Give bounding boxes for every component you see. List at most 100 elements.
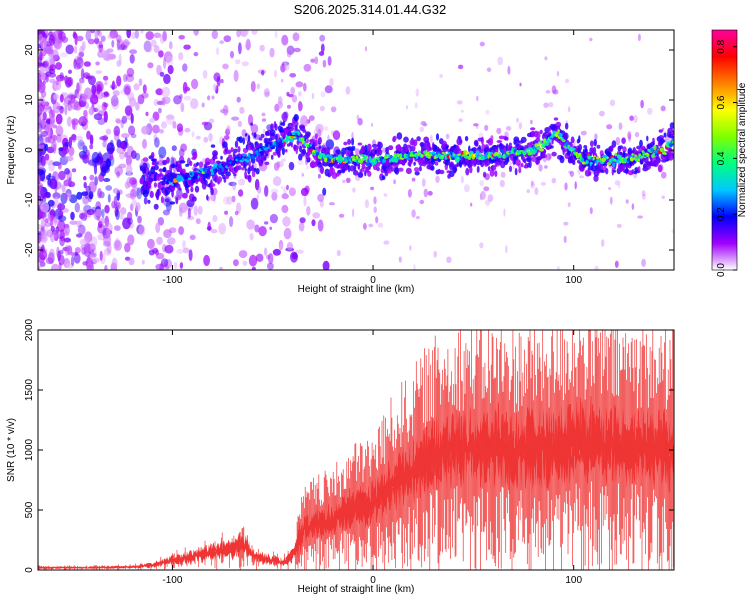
spectrogram-cell [397, 144, 401, 152]
spectrogram-cell [59, 94, 64, 103]
spectrogram-cell [318, 51, 325, 56]
spectrogram-cell [270, 188, 279, 194]
spectrogram-cell [596, 144, 601, 149]
spectrogram-cell [176, 123, 183, 132]
spectrogram-cell [142, 138, 147, 149]
spectrogram-cell [251, 266, 256, 270]
spectrogram-cell [68, 136, 73, 149]
spectrogram-cell [238, 178, 246, 186]
spectrogram-cell [190, 98, 199, 110]
spectrogram-cell [137, 215, 142, 224]
spectrogram-cell [620, 165, 624, 172]
spectrogram-cell [329, 154, 333, 160]
spectrogram-cell [368, 223, 374, 228]
spectrogram-cell [347, 138, 352, 145]
spectrogram-cell [274, 133, 278, 141]
spectrogram-cell [539, 129, 543, 135]
spectrogram-cell [65, 79, 72, 88]
spectrogram-cell [176, 248, 184, 254]
spectrogram-cell [411, 209, 416, 218]
spectrogram-cell [556, 125, 560, 130]
spectrogram-cell [38, 184, 43, 191]
spectrogram-cell [263, 88, 270, 98]
spectrogram-cell [292, 32, 300, 42]
spectrogram-cell [45, 257, 54, 265]
spectrogram-cell [589, 140, 594, 147]
spectrogram-cell [110, 95, 119, 107]
spectrogram-cell [427, 190, 433, 196]
spectrogram-cell [72, 119, 76, 130]
spectrogram-cell [329, 77, 334, 87]
spectrogram-cell [301, 172, 304, 178]
spectrogram-cell [189, 160, 193, 166]
spectrogram-cell [182, 247, 190, 254]
spectrogram-cell [516, 117, 519, 123]
spectrogram-cell [197, 175, 200, 179]
spectrogram-cell [193, 52, 199, 57]
spectrogram-cell [335, 149, 341, 155]
spectrogram-cell [390, 166, 394, 172]
spectrogram-cell [258, 186, 261, 193]
spectrogram-cell [162, 159, 168, 166]
spectrogram-cell [213, 194, 216, 203]
spectrogram-cell [627, 147, 633, 156]
spectrogram-cell [238, 136, 243, 144]
spectrogram-x-label: Height of straight line (km) [298, 284, 415, 295]
spectrogram-y-tick-label: -20 [24, 242, 35, 257]
spectrogram-cell [270, 123, 274, 131]
spectrogram-cell [40, 218, 47, 229]
spectrogram-cell [322, 187, 327, 196]
spectrogram-cell [331, 172, 338, 179]
spectrogram-cell [460, 175, 464, 184]
spectrogram-cell [251, 132, 254, 136]
spectrogram-x-tick-label: -100 [162, 275, 182, 286]
spectrogram-cell [162, 166, 167, 172]
spectrogram-cell [587, 155, 592, 159]
spectrogram-cell [430, 165, 435, 171]
spectrogram-cell [625, 199, 629, 204]
spectrogram-cell [439, 74, 443, 78]
spectrogram-cell [584, 148, 588, 153]
spectrogram-cell [53, 215, 58, 226]
colorbar-tick-label: 0.6 [716, 95, 727, 109]
spectrogram-cell [103, 102, 109, 108]
spectrogram-cell [263, 247, 268, 256]
spectrogram-cell [548, 102, 554, 108]
spectrogram-cell [297, 100, 303, 112]
spectrogram-cell [53, 181, 62, 190]
spectrogram-cell [282, 216, 291, 227]
spectrogram-cell [152, 124, 160, 134]
spectrogram-cell [126, 164, 133, 177]
spectrogram-cell [85, 30, 92, 42]
spectrogram-cell [38, 163, 45, 169]
spectrogram-cell [135, 202, 141, 212]
spectrogram-cell [218, 266, 224, 270]
spectrogram-cell [105, 157, 110, 170]
spectrogram-cell [365, 46, 367, 52]
spectrogram-cell [527, 150, 532, 156]
spectrogram-cell [88, 190, 94, 200]
spectrogram-cell [38, 169, 44, 176]
spectrogram-cell [396, 132, 403, 140]
spectrogram-cell [323, 126, 329, 131]
spectrogram-cell [259, 143, 263, 148]
spectrogram-cell [281, 34, 289, 46]
spectrogram-cell [83, 204, 92, 213]
spectrogram-cell [213, 72, 221, 82]
spectrogram-cell [387, 168, 392, 174]
spectrogram-cell [593, 174, 599, 182]
spectrogram-cell [52, 192, 61, 200]
spectrogram-cell [178, 226, 185, 236]
spectrogram-cell [212, 155, 218, 160]
spectrogram-cell [572, 160, 576, 165]
spectrogram-cell [55, 80, 60, 86]
spectrogram-cell [48, 173, 52, 178]
spectrogram-cell [255, 152, 261, 156]
spectrogram-cell [89, 94, 99, 105]
spectrogram-cell [371, 123, 374, 127]
spectrogram-cell [38, 143, 44, 148]
spectrogram-cell [559, 155, 565, 164]
spectrogram-cell [134, 30, 139, 39]
spectrogram-cell [439, 169, 445, 175]
spectrogram-cell [80, 212, 88, 222]
